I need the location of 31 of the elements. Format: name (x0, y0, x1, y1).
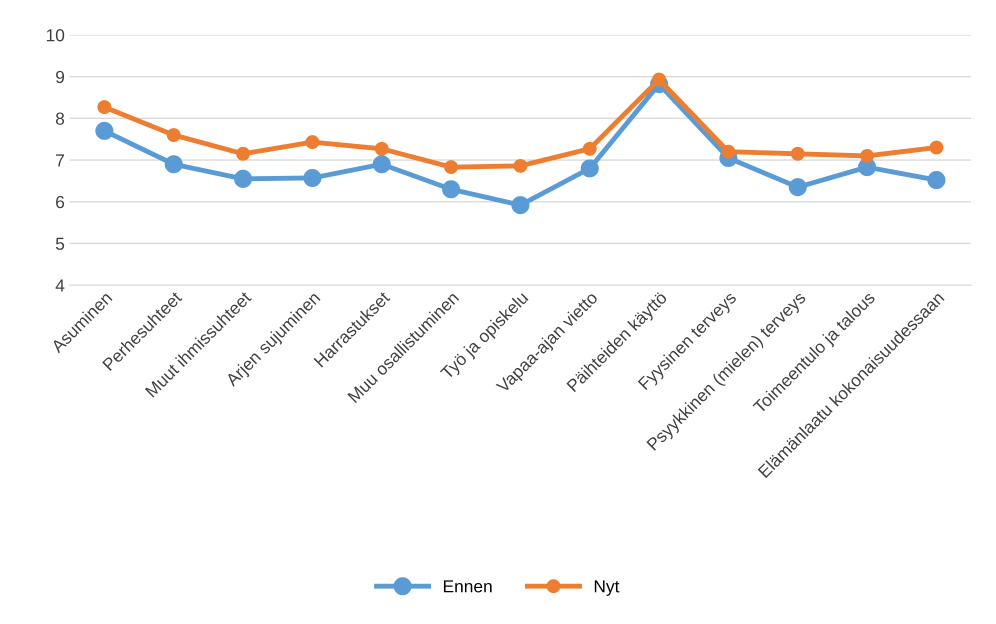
point (513, 158, 528, 173)
y-tick-label: 4 (56, 280, 64, 292)
point (860, 148, 874, 163)
y-tick-label: 10 (46, 29, 64, 42)
point (444, 160, 458, 174)
point (95, 122, 114, 140)
point (929, 140, 944, 154)
point (580, 159, 599, 178)
point (788, 178, 807, 196)
point (582, 142, 597, 156)
y-tick-label: 9 (56, 70, 64, 84)
point (372, 155, 391, 174)
point (236, 146, 250, 161)
point (97, 100, 112, 114)
legend-label: Nyt (594, 580, 620, 596)
point (511, 196, 530, 214)
point (374, 142, 389, 156)
point (721, 144, 736, 159)
y-tick-label: 8 (56, 112, 64, 125)
legend-label: Ennen (444, 580, 492, 592)
point (234, 170, 252, 188)
point (164, 155, 183, 174)
point (303, 168, 322, 188)
point (305, 135, 320, 150)
point (790, 146, 805, 161)
y-tick-label: 5 (56, 238, 64, 250)
y-tick-label: 6 (56, 196, 64, 208)
y-tick-label: 7 (56, 154, 64, 166)
point (166, 128, 181, 142)
point (442, 180, 460, 198)
point (927, 171, 946, 190)
